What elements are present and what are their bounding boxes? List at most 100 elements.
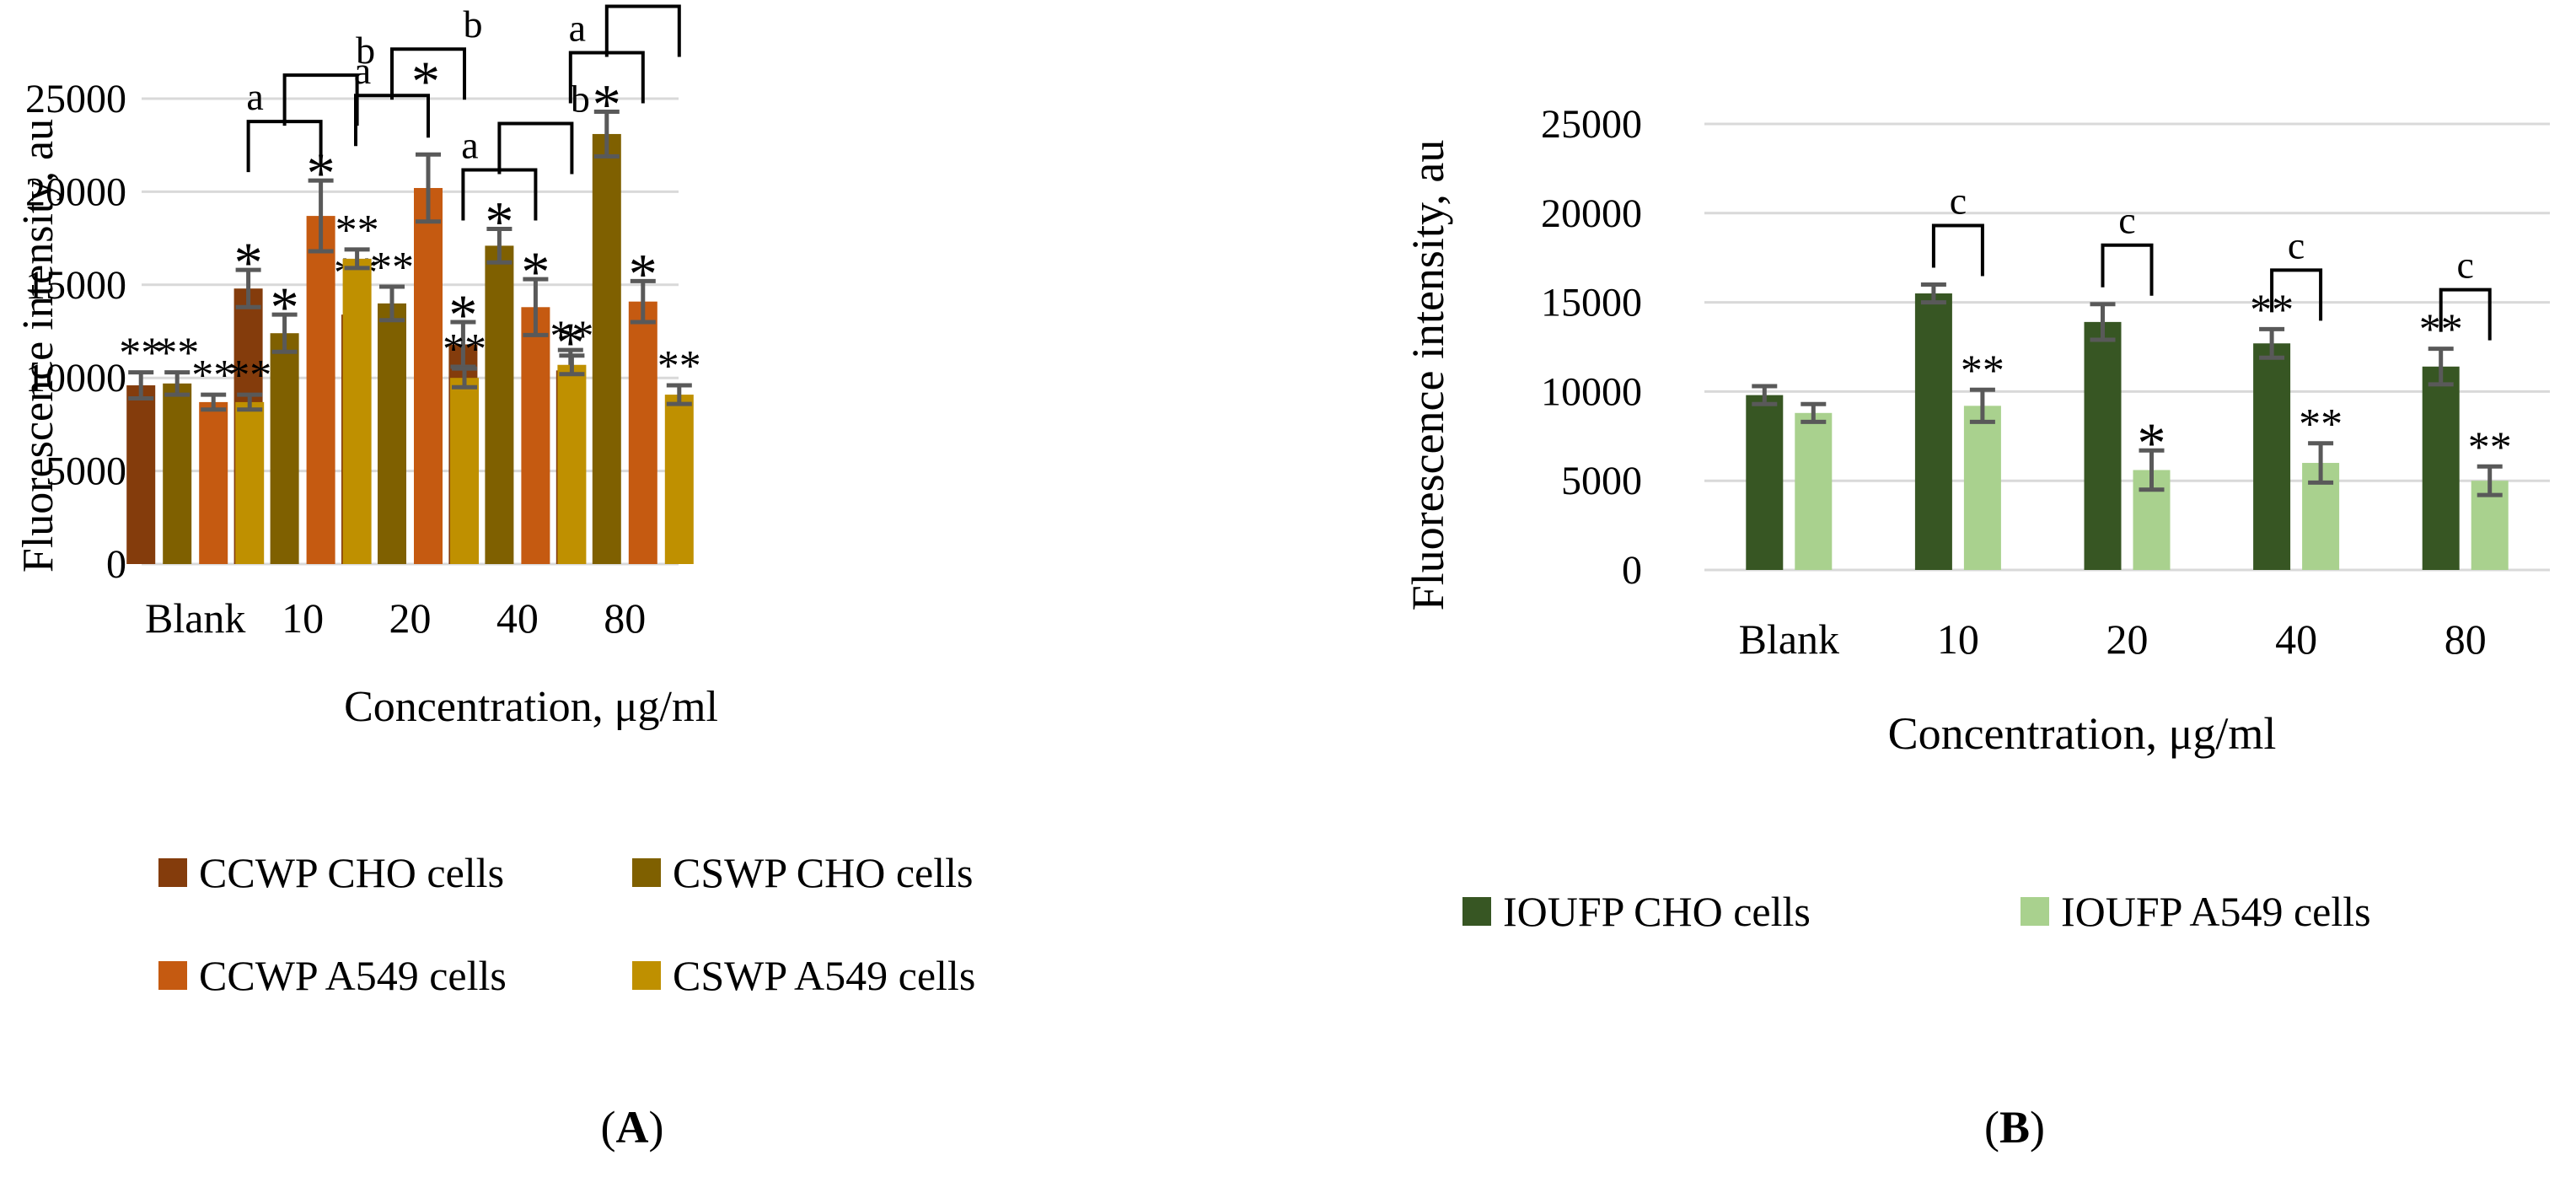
panel-b-ytick-label: 25000 <box>1541 102 1642 147</box>
panel-a-bar <box>306 216 335 564</box>
panel-b-bar <box>2253 343 2291 570</box>
panel-a-error-bar <box>523 277 549 337</box>
panel-b-legend-label: IOUFP A549 cells <box>2061 888 2371 935</box>
panel-a-bracket-label: a <box>461 124 478 167</box>
panel-b-legend-label: IOUFP CHO cells <box>1503 888 1811 935</box>
panel-a-bracket-label: b <box>464 3 483 46</box>
panel-a-bar <box>378 303 406 564</box>
panel-a-significance-mark: * <box>234 230 263 294</box>
panel-a-significance-mark: ** <box>191 352 235 400</box>
panel-a-bar <box>557 364 587 564</box>
panel-b-bracket-label: c <box>2118 199 2135 242</box>
panel-b-ytick-label: 20000 <box>1541 191 1642 236</box>
panel-a-category-label: 20 <box>389 594 432 642</box>
panel-b-y-axis-title: Fluorescence intensity, au <box>1403 140 1453 611</box>
panel-b-bar <box>2422 366 2460 570</box>
panel-a-legend-swatch <box>158 961 187 990</box>
panel-a-error-bar <box>416 152 441 224</box>
panel-a-category-label: 10 <box>282 594 324 642</box>
panel-b-category-label: Blank <box>1739 615 1839 663</box>
panel-a-ytick-label: 15000 <box>25 263 126 308</box>
panel-b-bar <box>2084 321 2122 570</box>
panel-a-ytick-label: 20000 <box>25 169 126 214</box>
panel-a-significance-mark: * <box>411 49 440 113</box>
panel-a-significance-mark: * <box>521 239 550 304</box>
panel-a-bar <box>414 187 443 564</box>
panel-a-significance-mark: * <box>271 275 299 339</box>
panel-a-bar <box>521 307 550 564</box>
panel-a-significance-mark: ** <box>155 330 199 378</box>
panel-a-bracket-label: a <box>246 75 263 118</box>
panel-a-legend-label: CSWP A549 cells <box>673 952 975 999</box>
panel-a-error-bar <box>452 366 477 390</box>
panel-b-legend-swatch <box>2021 897 2049 926</box>
panel-a-legend-label: CSWP CHO cells <box>673 849 974 896</box>
panel-b-error-bar <box>2139 448 2165 492</box>
panel-a-bar <box>450 378 479 564</box>
panel-a-error-bar <box>379 284 405 323</box>
panel-a-bar <box>270 333 299 564</box>
panel-a-legend-label: CCWP A549 cells <box>199 952 507 999</box>
panel-a-bar <box>485 245 514 564</box>
panel-a-error-bar <box>630 278 656 325</box>
panel-a-bracket <box>390 47 466 100</box>
panel-a-bar <box>664 395 694 564</box>
panel-b-ytick-label: 10000 <box>1541 369 1642 414</box>
panel-b-error-bar <box>2259 326 2285 360</box>
panel-b-bar <box>1795 412 1833 570</box>
panel-a-significance-mark: * <box>593 72 621 136</box>
panel-a-significance-mark: ** <box>657 342 701 390</box>
panel-a-significance-mark: ** <box>119 330 163 378</box>
panel-b-bracket-label: c <box>2288 223 2305 266</box>
panel-b-category-label: 80 <box>2445 615 2487 663</box>
panel-b-bracket-label: c <box>1950 179 1967 222</box>
panel-a-significance-mark: * <box>629 241 657 305</box>
panel-a-panel-label: (A) <box>601 1102 664 1153</box>
panel-b-ytick-label: 15000 <box>1541 281 1642 325</box>
panel-a-error-bar <box>593 109 620 159</box>
panel-a-error-bar <box>201 392 227 412</box>
panel-b-bar <box>1963 406 2001 570</box>
panel-a-error-bar <box>308 178 334 254</box>
panel-a-significance-mark: * <box>448 282 477 347</box>
panel-a-error-bar <box>237 392 263 412</box>
panel-b-significance-mark: ** <box>1961 347 2004 395</box>
panel-a-ytick-label: 25000 <box>25 77 126 121</box>
panel-a-ytick-label: 0 <box>106 542 126 587</box>
panel-a-error-bar <box>128 370 154 400</box>
panel-b-bar <box>1914 293 1952 570</box>
panel-a-significance-mark: * <box>485 190 513 254</box>
panel-a-ytick-label: 5000 <box>46 449 126 494</box>
panel-a-significance-mark: ** <box>443 325 486 374</box>
panel-a-ytick-label: 10000 <box>25 356 126 400</box>
panel-b-error-bar <box>1752 384 1778 406</box>
panel-a-bracket-label: a <box>354 49 371 92</box>
panel-a-bracket <box>282 73 359 126</box>
panel-a-category-label: 40 <box>496 594 539 642</box>
panel-a-x-axis-title: Concentration, μg/ml <box>344 683 718 731</box>
panel-b-category-label: 40 <box>2275 615 2317 663</box>
panel-b-ytick-label: 5000 <box>1561 459 1642 503</box>
panel-b-panel-label: (B) <box>1984 1102 2045 1153</box>
panel-a-bar <box>628 301 657 564</box>
panel-a-significance-mark: ** <box>370 244 414 292</box>
panel-b-error-bar <box>1969 387 1995 424</box>
panel-a-error-bar <box>235 267 261 309</box>
panel-b-bracket <box>1931 223 1984 277</box>
panel-b-category-label: 10 <box>1937 615 1979 663</box>
panel-a-legend-swatch <box>632 961 661 990</box>
panel-a-legend-label: CCWP CHO cells <box>199 849 504 896</box>
panel-a-bracket-label: a <box>569 6 586 49</box>
panel-a-error-bar <box>164 370 191 397</box>
panel-a-bar <box>235 401 265 564</box>
panel-b-bracket <box>2439 288 2492 341</box>
panel-b-chart: 0 5000 10000 15000 20000 25000 Blank 10 20 40 80 **… <box>1403 102 2550 1153</box>
panel-b-category-label: 20 <box>2106 615 2149 663</box>
panel-a-bar <box>163 383 192 564</box>
panel-a-bracket-label: b <box>356 29 375 72</box>
panel-a-bar <box>592 133 621 564</box>
panel-b-ytick-label: 0 <box>1622 548 1642 593</box>
panel-a-bracket-label: b <box>678 0 697 3</box>
